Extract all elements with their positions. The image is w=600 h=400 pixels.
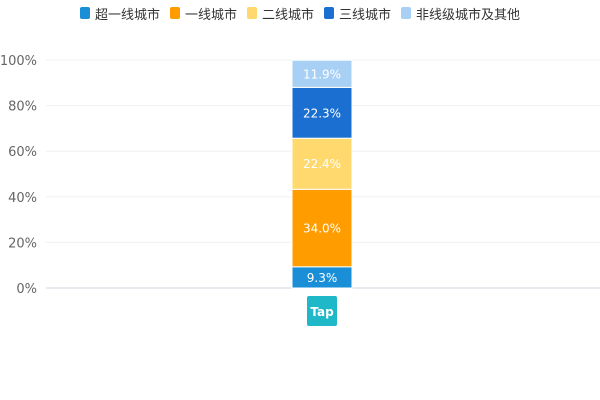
data-label: 22.4% bbox=[303, 157, 341, 171]
bar-segment bbox=[291, 59, 353, 88]
legend-swatch bbox=[79, 7, 90, 19]
category-logo bbox=[307, 296, 337, 326]
legend-label: 三线城市 bbox=[339, 7, 392, 23]
legend-swatch bbox=[169, 7, 180, 19]
y-tick-label: 60% bbox=[8, 145, 37, 160]
legend-item-super-tier1[interactable]: 超一线城市 bbox=[79, 4, 160, 23]
y-tick-label: 40% bbox=[8, 191, 37, 206]
legend-item-other[interactable]: 非线级城市及其他 bbox=[401, 4, 520, 23]
category-label: Tap bbox=[310, 305, 334, 319]
data-label: 11.9% bbox=[303, 67, 341, 81]
y-tick-label: 80% bbox=[8, 100, 37, 115]
legend-item-tier3[interactable]: 三线城市 bbox=[324, 4, 391, 23]
bar-segment bbox=[291, 86, 353, 139]
legend-label: 二线城市 bbox=[261, 7, 314, 23]
y-tick-label: 100% bbox=[0, 54, 37, 69]
legend-swatch bbox=[401, 7, 412, 19]
legend-swatch bbox=[246, 7, 257, 19]
legend-label: 非线级城市及其他 bbox=[416, 7, 521, 23]
y-tick-label: 0% bbox=[16, 282, 37, 297]
data-label: 9.3% bbox=[307, 271, 338, 285]
legend: 超一线城市 一线城市 二线城市 三线城市 非线级城市及其他 bbox=[0, 2, 600, 24]
y-tick-label: 20% bbox=[8, 236, 37, 251]
legend-label: 一线城市 bbox=[184, 7, 237, 23]
legend-item-tier2[interactable]: 二线城市 bbox=[246, 4, 314, 23]
data-label: 34.0% bbox=[303, 222, 341, 236]
legend-item-tier1[interactable]: 一线城市 bbox=[169, 4, 237, 23]
legend-label: 超一线城市 bbox=[94, 7, 160, 23]
bar-segment bbox=[291, 137, 353, 190]
legend-swatch bbox=[324, 7, 334, 19]
data-label: 22.3% bbox=[303, 106, 341, 120]
